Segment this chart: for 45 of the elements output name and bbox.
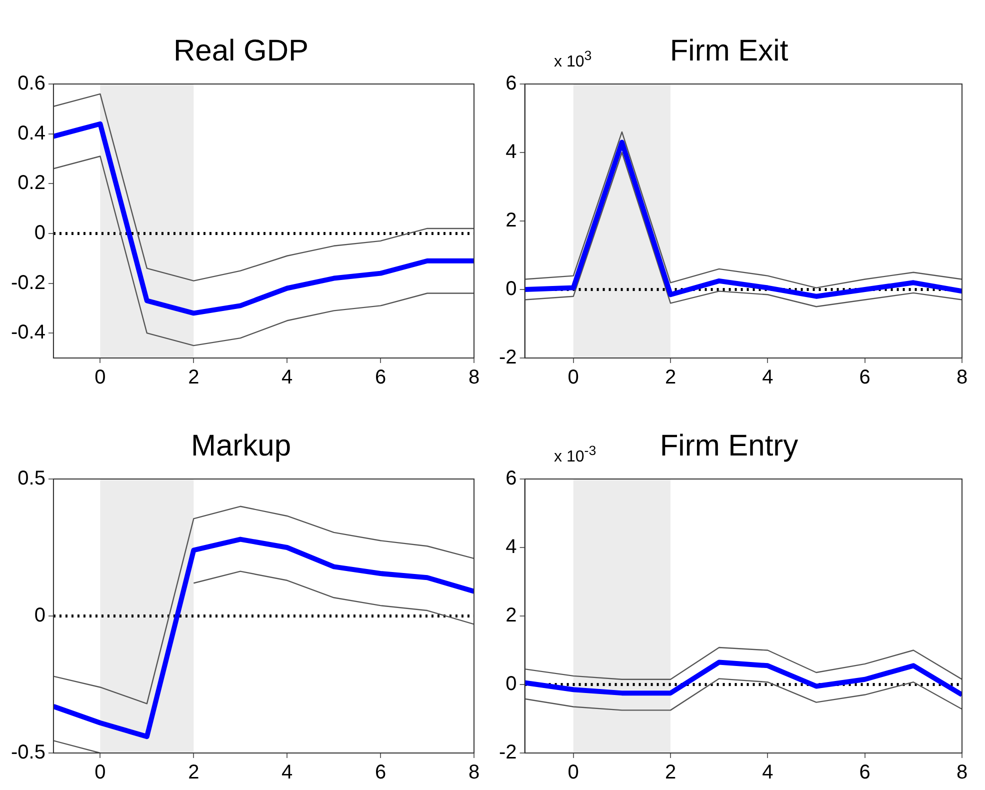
x-tick-label: 2	[188, 366, 200, 389]
chart-title: Real GDP	[173, 34, 309, 68]
y-tick-label: -2	[498, 742, 517, 764]
y-tick-label: 6	[506, 72, 517, 95]
x-tick-label: 8	[956, 366, 968, 389]
y-tick-label: 0	[506, 278, 517, 300]
x-tick-label: 2	[664, 762, 676, 784]
y-tick-label: -0.2	[10, 272, 46, 294]
y-tick-label: 4	[506, 536, 517, 558]
x-tick-label: 6	[374, 762, 386, 784]
y-tick-label: -2	[498, 346, 517, 369]
y-tick-label: 0.2	[18, 172, 46, 194]
x-tick-label: 4	[282, 762, 293, 784]
y-tick-label: 0.6	[18, 72, 46, 95]
chart-title: Firm Exit	[670, 34, 789, 68]
x-tick-label: 8	[468, 762, 480, 784]
y-tick-label: 4	[506, 141, 517, 164]
x-tick-label: 0	[94, 366, 106, 389]
y-tick-label: 0.5	[18, 468, 46, 490]
x-tick-label: 0	[568, 762, 579, 784]
x-tick-label: 0	[94, 762, 106, 784]
y-tick-label: 2	[506, 604, 517, 627]
text: x 10$^{3}$	[554, 48, 592, 72]
x-tick-label: 6	[859, 762, 870, 784]
x-tick-label: 2	[664, 366, 676, 389]
x-tick-label: 8	[468, 366, 480, 389]
y-tick-label: 2	[506, 210, 517, 232]
x-tick-label: 4	[762, 762, 774, 784]
y-tick-label: -0.5	[10, 742, 46, 764]
x-tick-label: 6	[859, 366, 870, 389]
chart-title: Markup	[190, 429, 292, 462]
x-tick-label: 0	[568, 366, 579, 389]
x-tick-label: 6	[374, 366, 386, 389]
y-tick-label: 0	[34, 604, 46, 627]
chart-title: Firm Entry	[660, 429, 798, 462]
text: x 10$^{-3}$	[554, 443, 596, 466]
x-tick-label: 4	[762, 366, 774, 389]
x-tick-label: 8	[956, 762, 968, 784]
x-tick-label: 2	[188, 762, 200, 784]
y-tick-label: 6	[506, 468, 517, 490]
y-tick-label: 0	[34, 222, 46, 244]
y-tick-label: 0.4	[18, 122, 46, 144]
y-tick-label: 0	[506, 673, 517, 696]
y-tick-label: -0.4	[10, 322, 46, 344]
x-tick-label: 4	[282, 366, 293, 389]
